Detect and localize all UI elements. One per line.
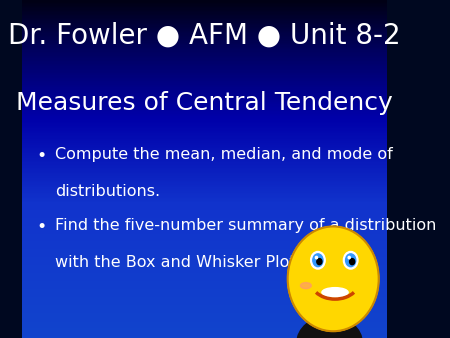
Text: Compute the mean, median, and mode of: Compute the mean, median, and mode of (55, 147, 392, 162)
Ellipse shape (313, 254, 323, 267)
Ellipse shape (297, 316, 362, 338)
Text: with the Box and Whisker Plot.: with the Box and Whisker Plot. (55, 255, 301, 270)
Ellipse shape (301, 283, 311, 289)
Text: •: • (36, 218, 47, 236)
Ellipse shape (350, 259, 355, 265)
Text: Dr. Fowler ● AFM ● Unit 8-2: Dr. Fowler ● AFM ● Unit 8-2 (8, 22, 400, 50)
Ellipse shape (346, 254, 356, 267)
Ellipse shape (310, 251, 325, 269)
Text: Measures of Central Tendency: Measures of Central Tendency (16, 91, 392, 115)
Ellipse shape (288, 226, 379, 331)
Text: •: • (36, 147, 47, 165)
Ellipse shape (348, 256, 350, 259)
Ellipse shape (317, 259, 322, 265)
Text: Find the five-number summary of a distribution: Find the five-number summary of a distri… (55, 218, 436, 233)
Ellipse shape (322, 288, 348, 297)
Ellipse shape (343, 251, 358, 269)
Ellipse shape (315, 256, 318, 259)
Text: distributions.: distributions. (55, 184, 160, 199)
